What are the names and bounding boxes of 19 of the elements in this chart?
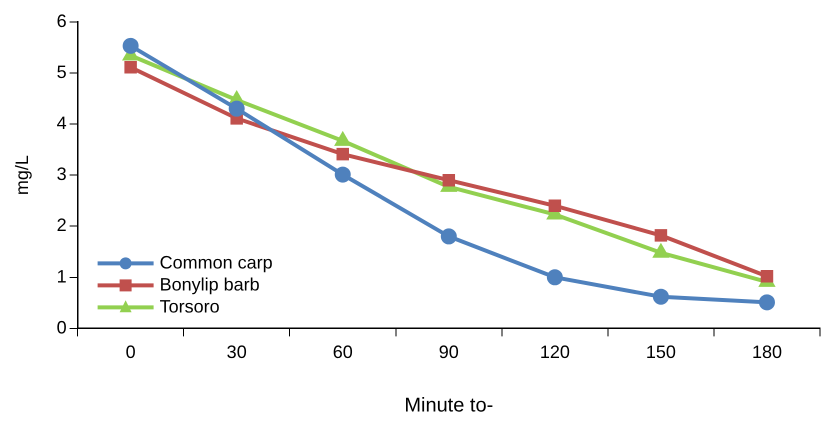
x-tick-label: 0 — [126, 342, 136, 362]
y-tick-label: 1 — [56, 266, 67, 286]
x-tick-label: 120 — [540, 342, 570, 362]
x-tick-label: 90 — [438, 342, 459, 362]
legend-label: Torsoro — [160, 296, 220, 316]
x-tick-label: 30 — [226, 342, 247, 362]
x-tick-label: 60 — [332, 342, 353, 362]
x-tick-label: 150 — [646, 342, 676, 362]
y-axis-title: mg/L — [12, 155, 32, 196]
x-axis-title: Minute to- — [404, 394, 494, 417]
y-tick-label: 3 — [56, 164, 67, 184]
legend-label: Common carp — [160, 252, 273, 272]
x-tick-label: 180 — [752, 342, 782, 362]
y-tick-label: 5 — [56, 62, 67, 82]
y-tick-label: 4 — [56, 112, 67, 133]
y-tick-label: 6 — [56, 10, 67, 31]
legend-label: Bonylip barb — [160, 274, 260, 294]
y-tick-label: 2 — [56, 215, 67, 236]
y-tick-label: 0 — [56, 317, 67, 338]
